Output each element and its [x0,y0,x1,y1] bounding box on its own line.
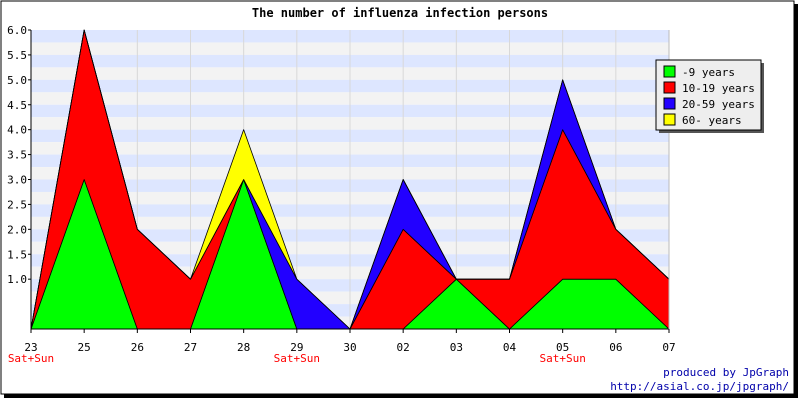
footer-credit: produced by JpGraph [663,366,789,379]
y-tick-label: 2.5 [7,198,27,211]
y-tick-labels: 6.0 5.5 5.0 4.5 4.0 3.5 3.0 2.5 2.0 1.5 1.0 [7,24,31,286]
x-tick-label: 05 [556,341,569,354]
y-tick-label: 3.0 [7,174,27,187]
legend-label: 10-19 years [682,82,755,95]
x-tick-label: 03 [450,341,463,354]
x-tick-label: 02 [397,341,410,354]
legend: -9 years 10-19 years 20-59 years 60- years [655,59,764,133]
y-tick-label: 1.0 [7,273,27,286]
legend-swatch [663,65,676,78]
legend-swatch [663,113,676,126]
x-tick-label: 25 [78,341,91,354]
y-tick-label: 5.5 [7,49,27,62]
x-tick-label: 26 [131,341,144,354]
x-tick-label: 04 [503,341,517,354]
y-tick-label: 5.0 [7,74,27,87]
weekend-label: Sat+Sun [274,352,320,365]
legend-label: -9 years [682,66,735,79]
x-tick-label: 27 [184,341,197,354]
footer-url[interactable]: http://asial.co.jp/jpgraph/ [610,380,789,393]
y-tick-label: 4.0 [7,124,27,137]
weekend-label: Sat+Sun [8,352,54,365]
weekend-label: Sat+Sun [539,352,585,365]
x-tick-label: 07 [662,341,675,354]
y-tick-label: 2.0 [7,223,27,236]
x-tick-label: 30 [343,341,356,354]
y-tick-label: 1.5 [7,248,27,261]
y-tick-label: 4.5 [7,99,27,112]
weekend-labels: Sat+Sun Sat+Sun Sat+Sun [8,352,586,365]
x-tick-label: 29 [290,341,303,354]
chart-title: The number of influenza infection person… [252,6,548,20]
x-tick-label: 06 [609,341,622,354]
x-tick-labels: 23 25 26 27 28 29 30 02 03 04 05 06 07 [24,329,676,354]
x-tick-label: 23 [24,341,37,354]
legend-label: 20-59 years [682,98,755,111]
x-tick-label: 28 [237,341,250,354]
legend-swatch [663,97,676,110]
y-tick-label: 6.0 [7,24,27,37]
legend-label: 60- years [682,114,742,127]
legend-swatch [663,81,676,94]
y-tick-label: 3.5 [7,149,27,162]
